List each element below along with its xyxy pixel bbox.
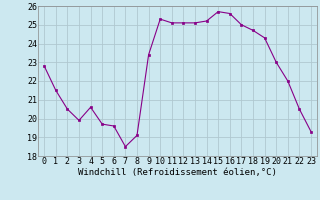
X-axis label: Windchill (Refroidissement éolien,°C): Windchill (Refroidissement éolien,°C) — [78, 168, 277, 177]
